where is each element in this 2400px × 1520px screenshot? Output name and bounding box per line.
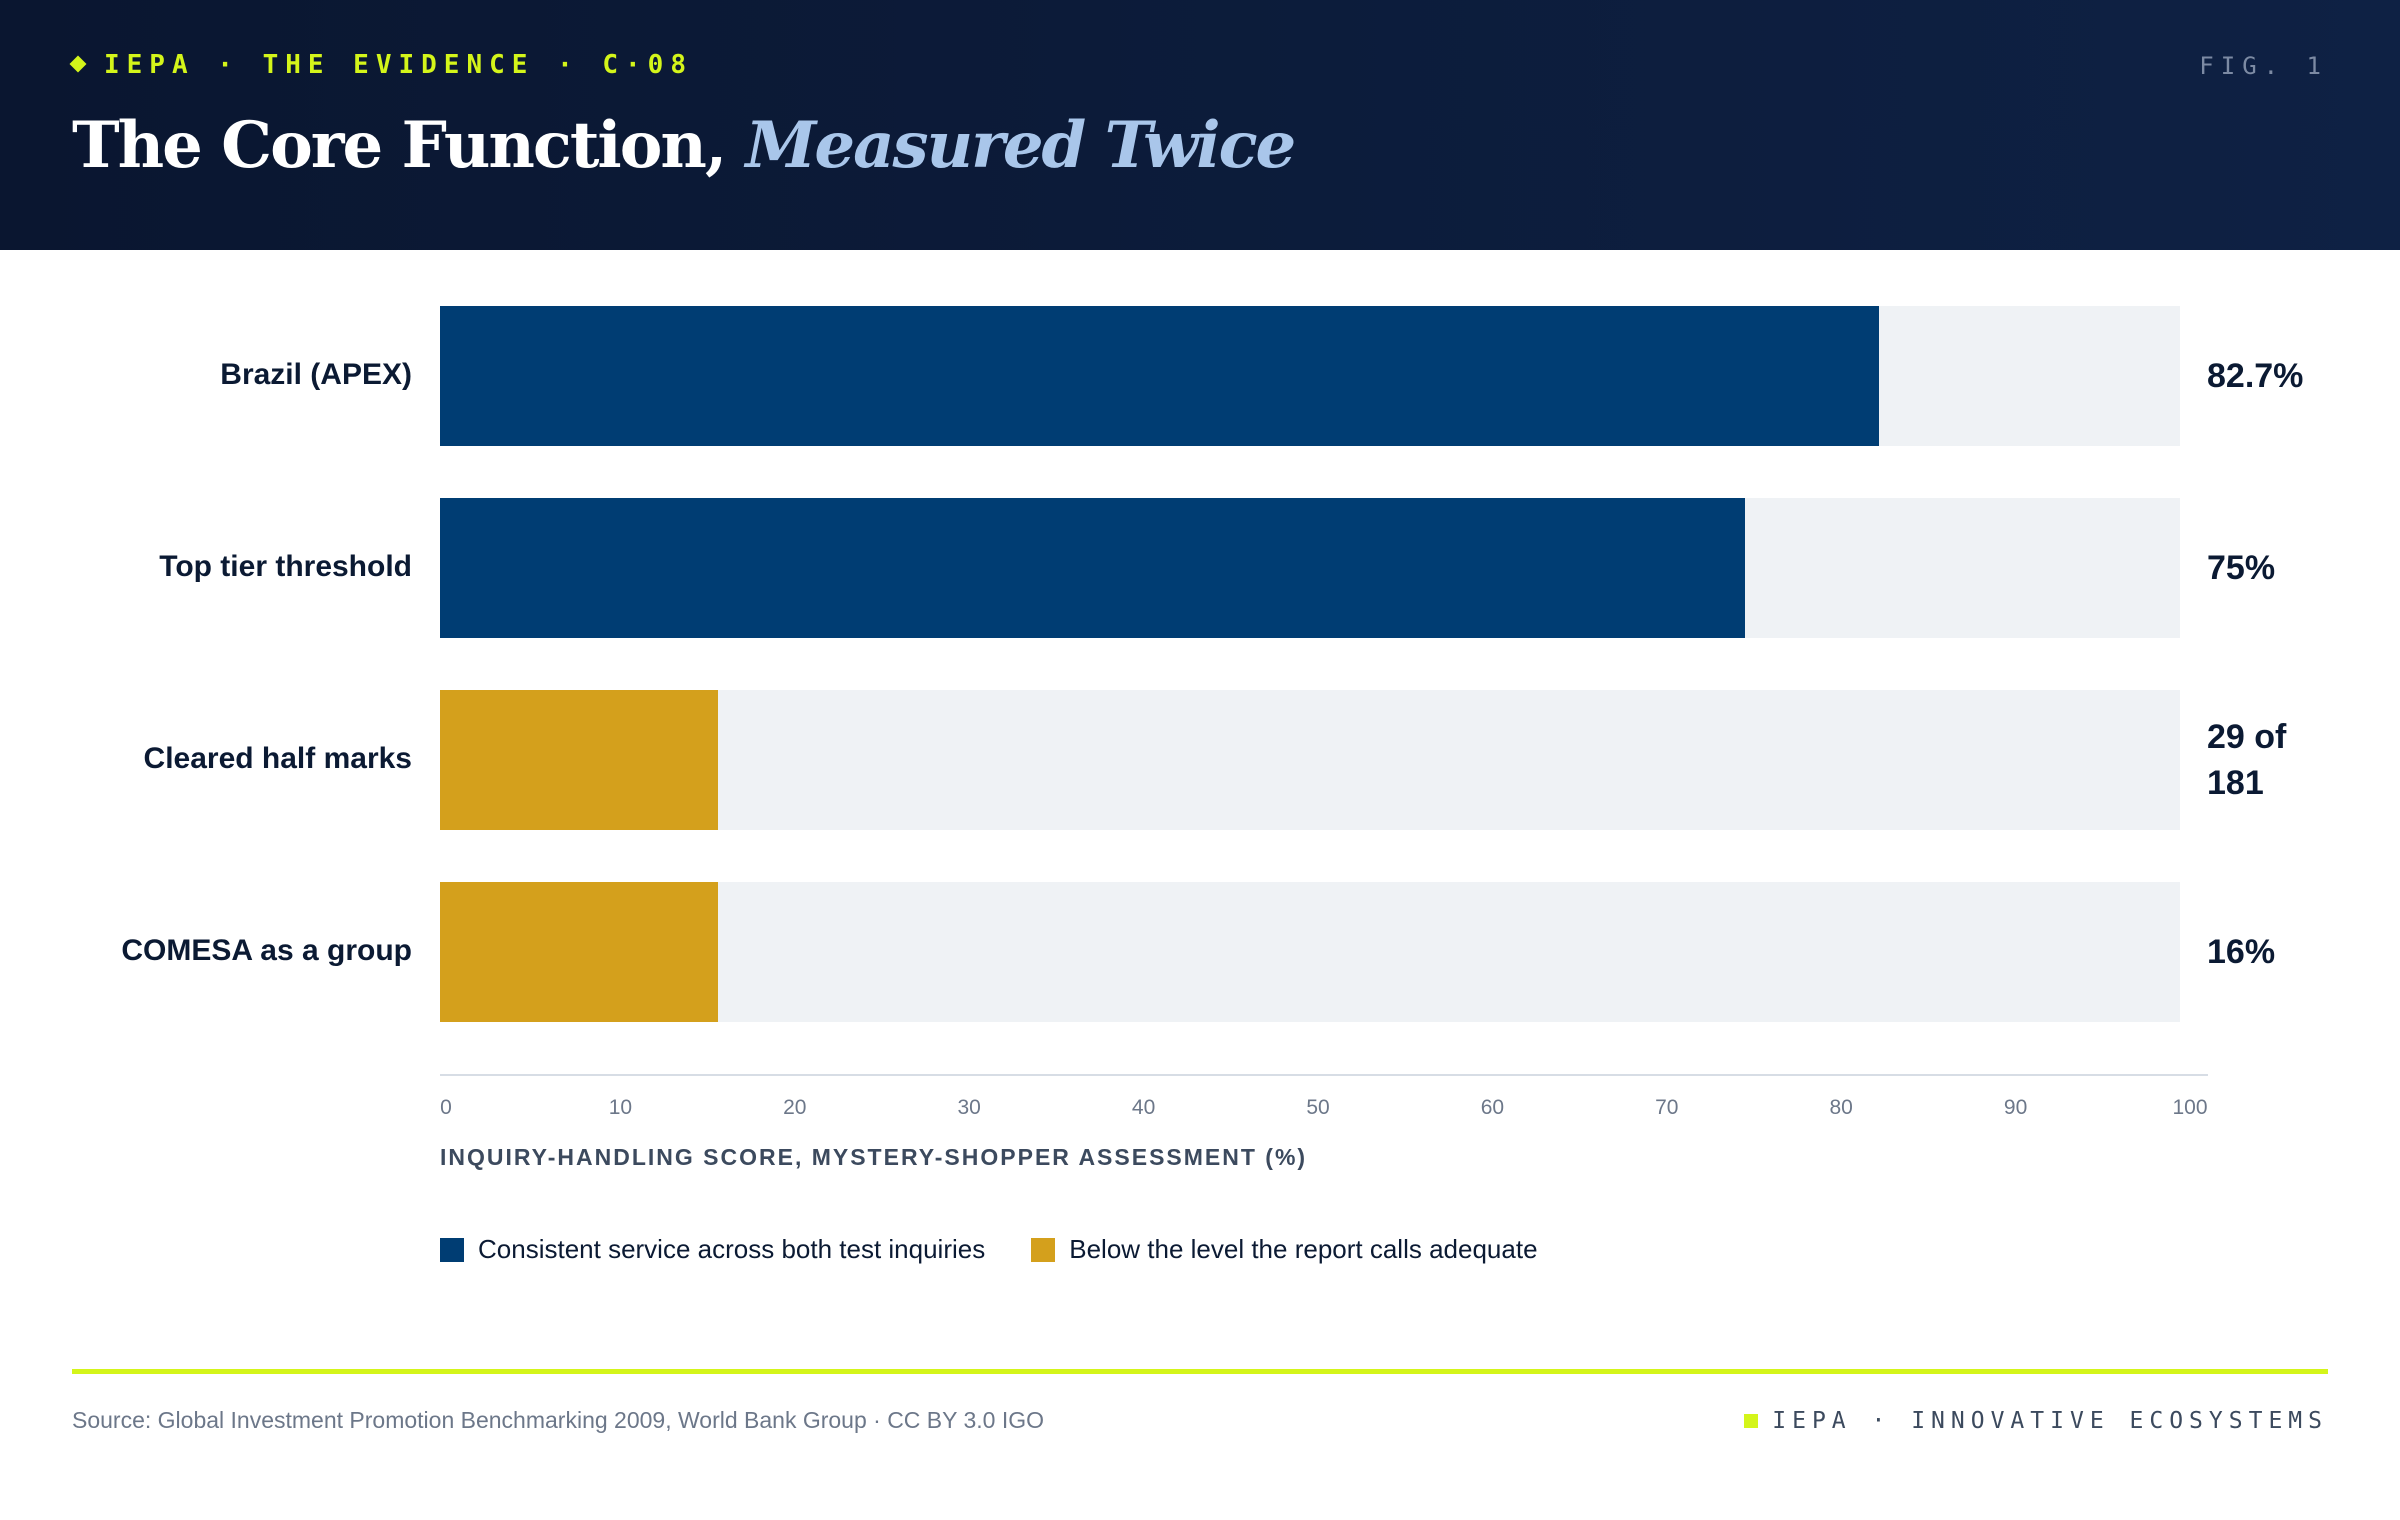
x-axis-title: INQUIRY-HANDLING SCORE, MYSTERY-SHOPPER …	[440, 1144, 1308, 1170]
legend-item: Consistent service across both test inqu…	[440, 1234, 985, 1265]
category-label: Cleared half marks	[143, 742, 412, 775]
bar-track	[440, 882, 2180, 1022]
x-tick-label: 80	[1829, 1096, 1853, 1119]
x-tick-label: 100	[2172, 1096, 2208, 1119]
legend-swatch	[1031, 1237, 1056, 1262]
value-label: 16%	[2207, 933, 2276, 971]
x-tick-label: 0	[440, 1096, 452, 1119]
category-label: COMESA as a group	[121, 934, 412, 967]
source-note: Source: Global Investment Promotion Benc…	[72, 1407, 1044, 1433]
page-title: The Core Function, Measured Twice	[72, 108, 1297, 183]
bar-track	[440, 690, 2180, 830]
diamond-icon	[69, 55, 87, 73]
bar	[440, 498, 1745, 638]
x-tick-label: 10	[608, 1096, 633, 1119]
x-tick-label: 60	[1480, 1096, 1505, 1119]
category-label: Top tier threshold	[159, 550, 412, 583]
header: IEPA · THE EVIDENCE · C·08 FIG. 1 The Co…	[0, 0, 2400, 250]
legend-swatch	[440, 1237, 464, 1262]
bar	[440, 306, 1879, 446]
bar	[440, 690, 719, 830]
brand-mark: IEPA · INNOVATIVE ECOSYSTEMS	[1744, 1408, 2328, 1434]
value-label: 75%	[2207, 549, 2276, 587]
chart-legend: Consistent service across both test inqu…	[440, 1234, 1584, 1265]
x-tick-label: 20	[783, 1096, 807, 1119]
x-tick-label: 90	[2003, 1096, 2028, 1119]
brand-text: IEPA · INNOVATIVE ECOSYSTEMS	[1772, 1408, 2328, 1434]
x-tick-label: 30	[957, 1096, 981, 1119]
footer-rule	[72, 1369, 2328, 1374]
legend-item: Below the level the report calls adequat…	[1031, 1234, 1538, 1265]
kicker: IEPA · THE EVIDENCE · C·08	[69, 50, 693, 80]
category-label: Brazil (APEX)	[220, 358, 412, 391]
x-tick-label: 70	[1655, 1096, 1679, 1119]
legend-label: Below the level the report calls adequat…	[1069, 1234, 1538, 1264]
x-tick-label: 50	[1306, 1096, 1330, 1119]
x-tick-label: 40	[1131, 1096, 1156, 1119]
title-main: The Core Function,	[72, 108, 727, 183]
bar	[440, 882, 719, 1022]
value-label: 82.7%	[2207, 357, 2304, 395]
kicker-text: IEPA · THE EVIDENCE · C·08	[104, 50, 693, 80]
value-label: 29 of 181	[2207, 718, 2287, 802]
title-accent: Measured Twice	[745, 108, 1297, 183]
square-icon	[1744, 1414, 1759, 1428]
bar-chart: INQUIRY-HANDLING SCORE, MYSTERY-SHOPPER …	[0, 250, 2400, 1264]
figure-label: FIG. 1	[2199, 52, 2328, 80]
legend-label: Consistent service across both test inqu…	[478, 1234, 986, 1264]
x-axis-line	[440, 1074, 2208, 1076]
